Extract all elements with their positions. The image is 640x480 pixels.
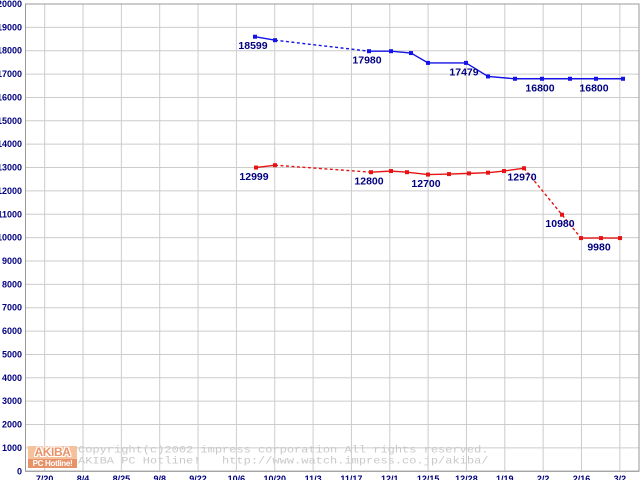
svg-text:2000: 2000 (2, 420, 22, 430)
svg-text:16800: 16800 (579, 82, 608, 94)
svg-text:10/6: 10/6 (228, 474, 246, 480)
svg-text:0: 0 (17, 466, 22, 476)
svg-text:20000: 20000 (0, 0, 22, 9)
svg-text:5000: 5000 (2, 349, 22, 359)
svg-text:9/8: 9/8 (153, 474, 166, 480)
svg-text:16000: 16000 (0, 92, 22, 102)
svg-text:19000: 19000 (0, 22, 22, 32)
svg-text:2/16: 2/16 (573, 474, 591, 480)
svg-text:7/20: 7/20 (36, 474, 54, 480)
svg-text:12700: 12700 (411, 178, 440, 190)
svg-text:9/22: 9/22 (189, 474, 207, 480)
svg-text:8/4: 8/4 (77, 474, 90, 480)
svg-text:3/2: 3/2 (614, 474, 627, 480)
svg-text:18000: 18000 (0, 46, 22, 56)
svg-text:8000: 8000 (2, 279, 22, 289)
svg-text:3000: 3000 (2, 396, 22, 406)
svg-text:12800: 12800 (354, 176, 383, 188)
svg-text:15000: 15000 (0, 116, 22, 126)
svg-text:16800: 16800 (525, 82, 554, 94)
svg-text:10980: 10980 (545, 218, 574, 230)
svg-text:11/3: 11/3 (305, 474, 322, 480)
svg-text:7000: 7000 (2, 303, 22, 313)
svg-text:12970: 12970 (507, 172, 536, 184)
svg-text:10/20: 10/20 (263, 474, 286, 480)
svg-text:12/28: 12/28 (455, 474, 478, 480)
svg-text:17980: 17980 (352, 55, 381, 67)
svg-text:17000: 17000 (0, 69, 22, 79)
svg-text:1000: 1000 (2, 443, 22, 453)
svg-text:12/15: 12/15 (417, 474, 440, 480)
svg-text:13000: 13000 (0, 163, 22, 173)
svg-text:9980: 9980 (587, 242, 611, 254)
svg-text:6000: 6000 (2, 326, 22, 336)
svg-text:18599: 18599 (238, 40, 267, 52)
svg-text:8/25: 8/25 (113, 474, 131, 480)
svg-text:12000: 12000 (0, 186, 22, 196)
svg-text:12/1: 12/1 (381, 474, 399, 480)
svg-text:11/17: 11/17 (340, 474, 362, 480)
svg-text:2/2: 2/2 (537, 474, 550, 480)
svg-text:4000: 4000 (2, 373, 22, 383)
svg-text:12999: 12999 (239, 171, 268, 183)
svg-text:11000: 11000 (0, 209, 22, 219)
svg-text:9000: 9000 (2, 256, 22, 266)
svg-text:17479: 17479 (449, 66, 478, 78)
svg-text:1/19: 1/19 (496, 474, 514, 480)
svg-text:10000: 10000 (0, 233, 22, 243)
svg-text:14000: 14000 (0, 139, 22, 149)
